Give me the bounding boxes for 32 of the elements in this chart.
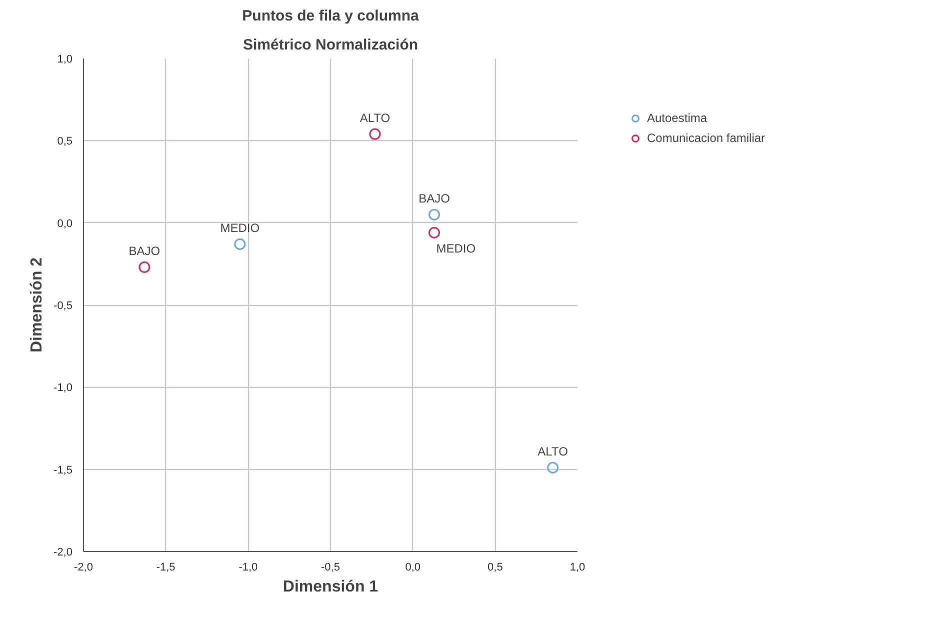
annotation: MEDIO [220, 221, 260, 236]
x-tick-label: -1,5 [156, 562, 176, 574]
y-tick-label: -2,0 [54, 546, 73, 558]
annotation: BAJO [418, 192, 450, 206]
legend-label: Autoestima [647, 111, 708, 125]
annotation: ALTO [360, 111, 390, 126]
point [428, 208, 440, 220]
y-tick-label: -1,0 [54, 382, 73, 394]
legend-label: Comunicacion familiar [647, 131, 766, 145]
point [547, 462, 559, 474]
x-tick-label: 1,0 [570, 562, 586, 574]
chart-subtitle: Simétrico Normalización [242, 36, 418, 54]
x-axis-title: Dimensión 1 [282, 578, 378, 596]
y-tick-label: 0,0 [57, 218, 73, 230]
annotation: BAJO [128, 244, 160, 258]
x-tick-label: -1,0 [238, 562, 258, 574]
annotation: MEDIO [436, 242, 476, 256]
chart-title: Puntos de fila y columna [242, 8, 420, 24]
y-axis-title: Dimensión 2 [28, 257, 46, 353]
point [234, 238, 246, 250]
point [369, 128, 381, 140]
x-tick-label: 0,0 [405, 562, 420, 574]
y-tick-label: -1,5 [54, 464, 73, 476]
point [138, 261, 150, 273]
x-tick-label: -2,0 [74, 562, 93, 574]
x-tick-label: -0,5 [321, 562, 340, 574]
annotation: ALTO [538, 444, 568, 459]
point [428, 226, 440, 238]
y-tick-label: 1,0 [57, 54, 73, 66]
x-tick-label: 0,5 [488, 562, 503, 574]
y-tick-label: 0,5 [57, 136, 73, 148]
y-tick-label: -0,5 [54, 300, 73, 312]
